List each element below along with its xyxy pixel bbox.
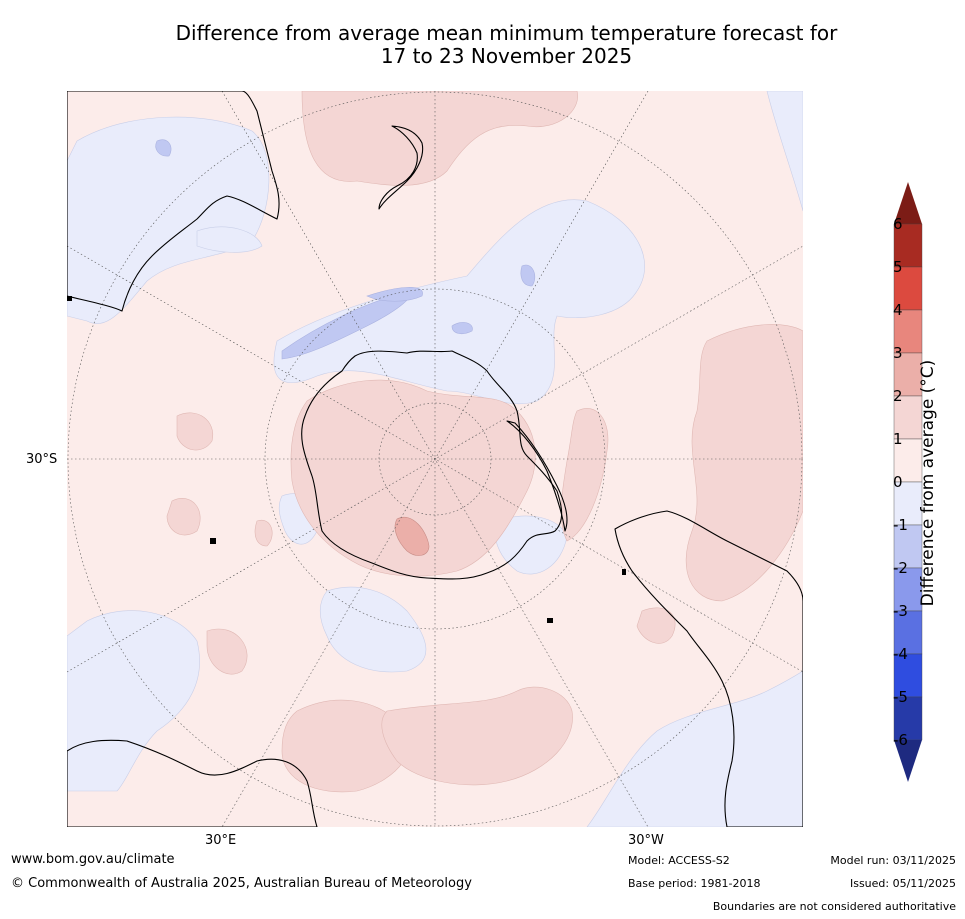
footer-base-period: Base period: 1981-2018 (628, 877, 761, 890)
colorbar-tick-label: -1 (893, 516, 908, 534)
polar-map (67, 91, 803, 827)
colorbar-segment (893, 696, 923, 741)
footer-boundaries: Boundaries are not considered authoritat… (712, 900, 956, 913)
colorbar-tick-label: 6 (893, 215, 903, 233)
new-zealand-coast (378, 125, 424, 210)
map-svg (67, 91, 803, 827)
colorbar-tick-label: -2 (893, 559, 908, 577)
map-title: Difference from average mean minimum tem… (0, 22, 965, 68)
antarctica-coast (301, 350, 563, 580)
footer-copyright: © Commonwealth of Australia 2025, Austra… (11, 876, 472, 891)
strong-cool-anomaly-regions (155, 139, 536, 360)
longitude-label-30e: 30°E (205, 833, 237, 848)
footer-model: Model: ACCESS-S2 (628, 854, 730, 867)
colorbar-tick-label: -3 (893, 602, 908, 620)
colorbar (893, 182, 923, 782)
footer-issued: Issued: 05/11/2025 (849, 877, 956, 890)
colorbar-tick-label: -6 (893, 731, 908, 749)
warm-anomaly-regions (166, 91, 803, 793)
antarctic-peninsula-coast (506, 420, 568, 532)
coastlines (67, 91, 803, 827)
colorbar-top-arrow (894, 182, 922, 224)
small-islands (67, 296, 626, 623)
colorbar-tick-label: -4 (893, 645, 908, 663)
colorbar-tick-label: 5 (893, 258, 903, 276)
colorbar-bottom-arrow (894, 740, 922, 782)
colorbar-tick-label: 1 (893, 430, 903, 448)
colorbar-segment (893, 481, 923, 526)
colorbar-segment (893, 438, 923, 483)
colorbar-tick-label: 3 (893, 344, 903, 362)
colorbar-tick-label: 4 (893, 301, 903, 319)
colorbar-segment (893, 223, 923, 268)
colorbar-segment (893, 266, 923, 311)
title-line-2: 17 to 23 November 2025 (380, 44, 633, 68)
southern-africa-coast (67, 739, 318, 827)
footer-model-run: Model run: 03/11/2025 (830, 854, 956, 867)
strong-warm-anomaly-regions (394, 516, 430, 556)
footer-url[interactable]: www.bom.gov.au/climate (11, 852, 175, 867)
colorbar-tick-label: 2 (893, 387, 903, 405)
colorbar-segment (893, 567, 923, 612)
graticule (67, 91, 803, 827)
colorbar-segment (893, 653, 923, 698)
longitude-label-30w: 30°W (628, 833, 664, 848)
colorbar-segment (893, 610, 923, 655)
title-line-1: Difference from average mean minimum tem… (175, 21, 838, 45)
cool-anomaly-regions (67, 91, 803, 827)
colorbar-segments (893, 223, 923, 741)
south-america-coast (614, 510, 803, 827)
australia-coast (67, 91, 280, 312)
latitude-label-30s: 30°S (26, 452, 58, 467)
colorbar-title: Difference from average (°C) (918, 359, 938, 607)
colorbar-segment (893, 352, 923, 397)
colorbar-segment (893, 524, 923, 569)
colorbar-tick-label: -5 (893, 688, 908, 706)
colorbar-segment (893, 309, 923, 354)
colorbar-tick-label: 0 (893, 473, 903, 491)
